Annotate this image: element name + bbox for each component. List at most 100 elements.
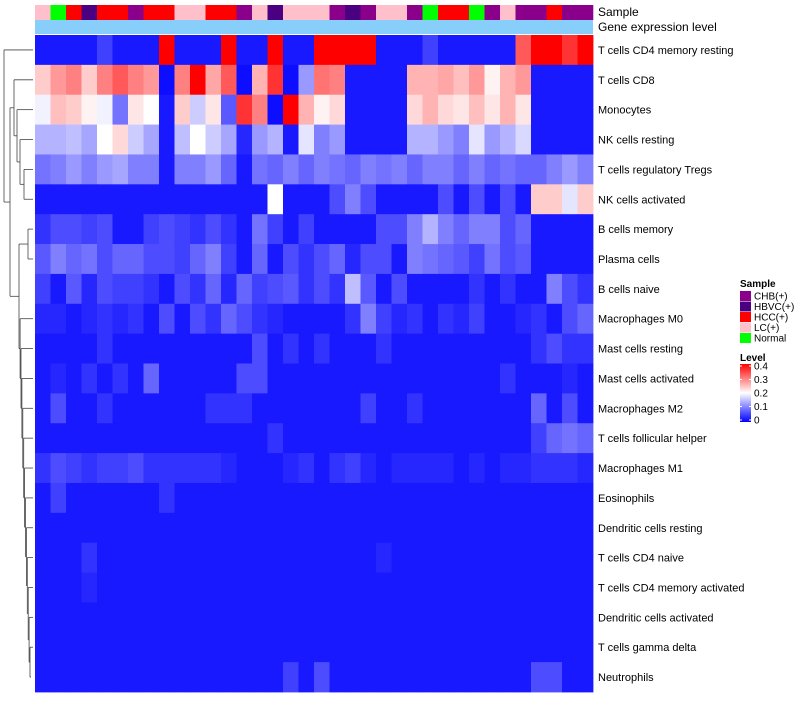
heatmap-cell: [407, 303, 423, 335]
heatmap-cell: [267, 572, 284, 603]
heatmap-cell: [345, 632, 361, 663]
heatmap-cell: [407, 662, 423, 693]
heatmap-cell: [500, 363, 516, 394]
heatmap-cell: [97, 64, 113, 96]
heatmap-cell: [97, 662, 113, 693]
heatmap-cell: [469, 94, 485, 125]
heatmap-cell: [221, 512, 237, 544]
heatmap-cell: [298, 64, 315, 96]
sample-legend-label: Normal: [754, 334, 786, 345]
heatmap-cell: [360, 393, 377, 424]
sample-legend-swatch: [740, 333, 751, 343]
heatmap-cell: [438, 482, 454, 514]
heatmap-cell: [50, 512, 67, 544]
heatmap-cell: [66, 393, 82, 424]
heatmap-cell: [50, 453, 67, 484]
heatmap-cell: [314, 423, 330, 454]
heatmap-cell: [531, 214, 547, 245]
heatmap-cell: [469, 244, 485, 275]
heatmap-cell: [562, 662, 578, 693]
sample-annotation-cell: [112, 5, 129, 20]
heatmap-cell: [531, 482, 547, 514]
heatmap-cell: [236, 423, 253, 454]
sample-annotation-cell: [546, 5, 563, 20]
heatmap-cell: [50, 214, 67, 245]
heatmap-cell: [267, 363, 284, 394]
heatmap-cell: [283, 214, 299, 245]
heatmap-cell: [391, 662, 408, 693]
heatmap-cell: [515, 184, 532, 215]
heatmap-cell: [221, 572, 237, 603]
heatmap-cell: [531, 64, 547, 96]
row-label: Macrophages M0: [598, 314, 683, 326]
heatmap-cell: [314, 35, 330, 66]
heatmap-cell: [500, 602, 516, 633]
heatmap-cell: [35, 35, 51, 66]
heatmap-cell: [97, 602, 113, 633]
heatmap-cell: [500, 244, 516, 275]
row-label: Mast cells activated: [598, 373, 694, 385]
heatmap-cell: [500, 154, 516, 185]
heatmap-cell: [267, 393, 284, 424]
heatmap-cell: [329, 393, 346, 424]
heatmap-cell: [360, 303, 377, 335]
heatmap-cell: [469, 303, 485, 335]
heatmap-cell: [376, 303, 392, 335]
row-label: Neutrophils: [598, 672, 654, 684]
heatmap-cell: [407, 214, 423, 245]
heatmap-cell: [314, 244, 330, 275]
heatmap-cell: [515, 393, 532, 424]
heatmap-cell: [314, 632, 330, 663]
heatmap-cell: [112, 363, 129, 394]
heatmap-cell: [484, 214, 501, 245]
heatmap-cell: [531, 154, 547, 185]
heatmap-cell: [97, 273, 113, 305]
heatmap-cell: [376, 632, 392, 663]
heatmap-cell: [500, 662, 516, 693]
heatmap-cell: [577, 35, 594, 66]
heatmap-cell: [422, 512, 439, 544]
heatmap-cell: [546, 333, 563, 364]
heatmap-cell: [407, 482, 423, 514]
heatmap-cell: [453, 273, 470, 305]
heatmap-cell: [515, 154, 532, 185]
heatmap-cell: [205, 244, 222, 275]
heatmap-cell: [143, 423, 160, 454]
heatmap-cell: [97, 214, 113, 245]
heatmap-cell: [205, 333, 222, 364]
heatmap-cell: [66, 244, 82, 275]
heatmap-cell: [577, 64, 594, 96]
heatmap-cell: [376, 35, 392, 66]
heatmap-cell: [391, 154, 408, 185]
heatmap-cell: [143, 244, 160, 275]
sample-annotation-cell: [128, 5, 144, 20]
heatmap-cell: [314, 154, 330, 185]
heatmap-cell: [391, 214, 408, 245]
heatmap-cell: [236, 542, 253, 573]
heatmap-cell: [391, 632, 408, 663]
row-label: T cells regulatory Tregs: [598, 164, 713, 176]
heatmap-cell: [531, 184, 547, 215]
heatmap-cell: [391, 124, 408, 155]
heatmap-cell: [391, 273, 408, 305]
heatmap-cell: [112, 453, 129, 484]
heatmap-cell: [407, 632, 423, 663]
row-label: Monocytes: [598, 105, 652, 117]
sample-annotation-cell: [81, 5, 98, 20]
heatmap-cell: [562, 244, 578, 275]
heatmap-cell: [562, 423, 578, 454]
heatmap-cell: [252, 64, 268, 96]
sample-annotation-cell: [422, 5, 439, 20]
sample-annotation-cell: [143, 5, 160, 20]
heatmap-cell: [391, 602, 408, 633]
sample-annotation-cell: [562, 5, 578, 20]
heatmap-cell: [298, 393, 315, 424]
heatmap-cell: [143, 35, 160, 66]
heatmap-cell: [159, 363, 175, 394]
heatmap-cell: [453, 602, 470, 633]
heatmap-cell: [128, 94, 144, 125]
heatmap-cell: [205, 124, 222, 155]
heatmap-cell: [345, 273, 361, 305]
heatmap-cell: [221, 94, 237, 125]
